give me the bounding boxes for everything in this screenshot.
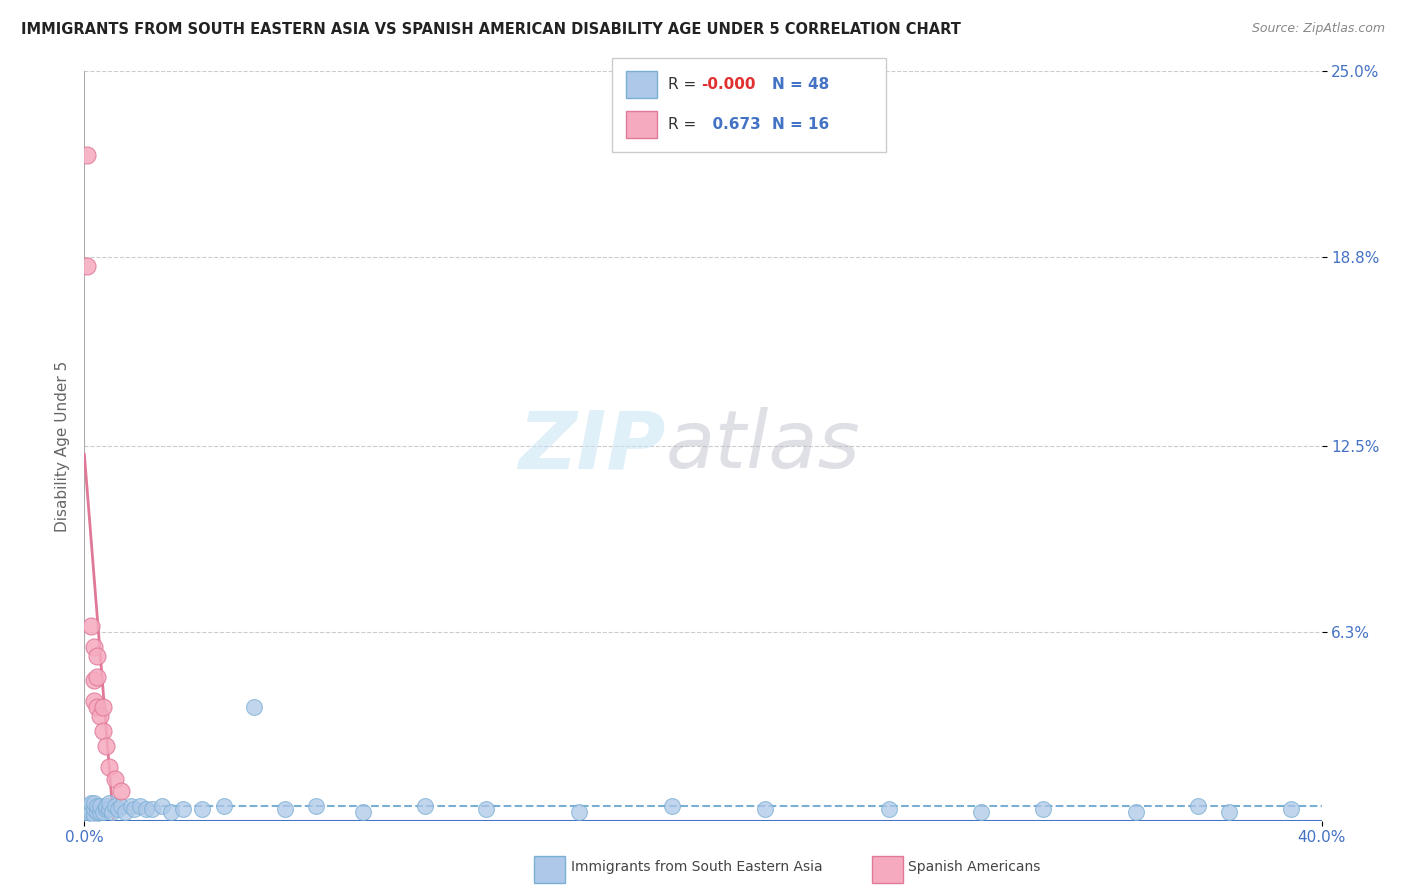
Point bbox=[76, 259, 98, 273]
Point bbox=[110, 798, 132, 813]
Point bbox=[191, 802, 214, 816]
Point bbox=[413, 798, 436, 813]
Point bbox=[305, 798, 328, 813]
Point bbox=[79, 796, 101, 810]
Point bbox=[135, 802, 157, 816]
Point bbox=[79, 805, 101, 819]
Point bbox=[86, 805, 108, 819]
Point bbox=[243, 699, 266, 714]
Point bbox=[86, 798, 108, 813]
Point bbox=[86, 648, 108, 663]
Point bbox=[98, 802, 121, 816]
Point bbox=[76, 805, 98, 819]
Point bbox=[83, 673, 105, 687]
Point bbox=[101, 805, 124, 819]
Point bbox=[83, 796, 105, 810]
Point bbox=[114, 805, 136, 819]
Point bbox=[141, 802, 163, 816]
Point bbox=[172, 802, 194, 816]
Text: Immigrants from South Eastern Asia: Immigrants from South Eastern Asia bbox=[571, 860, 823, 874]
Point bbox=[83, 694, 105, 708]
Point bbox=[110, 783, 132, 797]
Point bbox=[89, 805, 111, 819]
Point bbox=[91, 723, 114, 738]
Point bbox=[91, 699, 114, 714]
Text: R =: R = bbox=[668, 118, 702, 132]
Point bbox=[568, 805, 591, 819]
Text: atlas: atlas bbox=[666, 407, 860, 485]
Point bbox=[76, 798, 98, 813]
Text: Source: ZipAtlas.com: Source: ZipAtlas.com bbox=[1251, 22, 1385, 36]
Point bbox=[89, 798, 111, 813]
Point bbox=[129, 798, 152, 813]
Point bbox=[661, 798, 683, 813]
Point bbox=[122, 802, 145, 816]
Point bbox=[104, 798, 127, 813]
Point bbox=[1187, 798, 1209, 813]
Text: -0.000: -0.000 bbox=[702, 78, 756, 92]
Point bbox=[83, 802, 105, 816]
Point bbox=[89, 708, 111, 723]
Point bbox=[98, 796, 121, 810]
Y-axis label: Disability Age Under 5: Disability Age Under 5 bbox=[55, 360, 70, 532]
Point bbox=[91, 805, 114, 819]
Point bbox=[160, 805, 183, 819]
Point bbox=[754, 802, 776, 816]
Text: IMMIGRANTS FROM SOUTH EASTERN ASIA VS SPANISH AMERICAN DISABILITY AGE UNDER 5 CO: IMMIGRANTS FROM SOUTH EASTERN ASIA VS SP… bbox=[21, 22, 960, 37]
Point bbox=[94, 739, 117, 753]
Point bbox=[79, 619, 101, 633]
Point bbox=[86, 670, 108, 684]
Point bbox=[86, 699, 108, 714]
Text: 0.673: 0.673 bbox=[702, 118, 761, 132]
Point bbox=[76, 148, 98, 162]
Point bbox=[107, 802, 129, 816]
Point bbox=[1032, 802, 1054, 816]
Point bbox=[352, 805, 374, 819]
Text: Spanish Americans: Spanish Americans bbox=[908, 860, 1040, 874]
Point bbox=[150, 798, 173, 813]
Point bbox=[94, 798, 117, 813]
Point bbox=[94, 802, 117, 816]
Point bbox=[1125, 805, 1147, 819]
Text: N = 16: N = 16 bbox=[772, 118, 830, 132]
Point bbox=[73, 802, 96, 816]
Point bbox=[1279, 802, 1302, 816]
Point bbox=[83, 807, 105, 822]
Point bbox=[970, 805, 993, 819]
Text: ZIP: ZIP bbox=[519, 407, 666, 485]
Point bbox=[98, 760, 121, 774]
Point bbox=[104, 772, 127, 786]
Point bbox=[274, 802, 297, 816]
Point bbox=[83, 640, 105, 654]
Point bbox=[120, 798, 142, 813]
Point bbox=[212, 798, 235, 813]
Point bbox=[877, 802, 900, 816]
Text: N = 48: N = 48 bbox=[772, 78, 830, 92]
Point bbox=[475, 802, 498, 816]
Text: R =: R = bbox=[668, 78, 702, 92]
Point bbox=[1218, 805, 1240, 819]
